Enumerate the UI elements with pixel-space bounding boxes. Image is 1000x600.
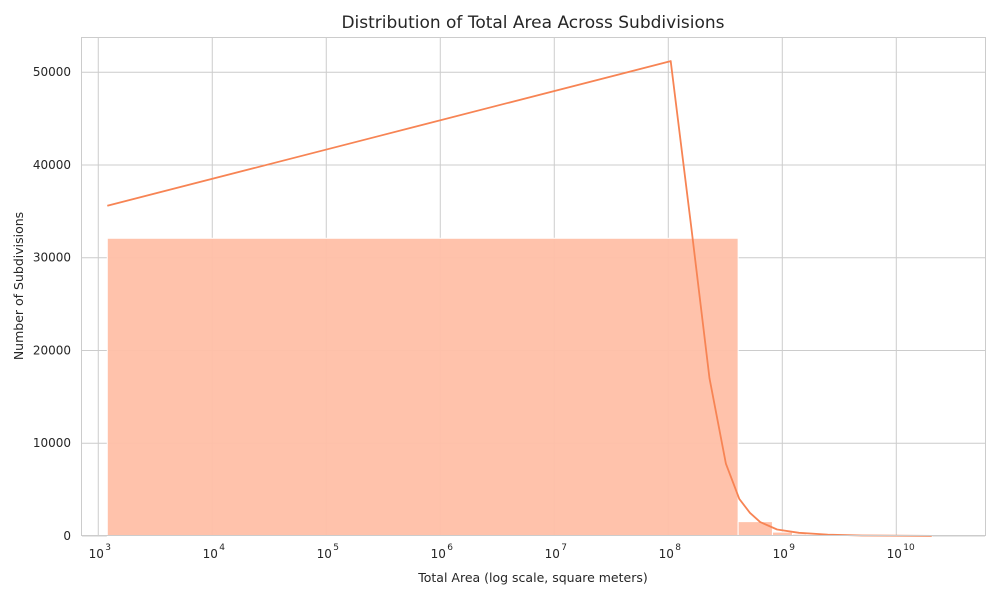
y-tick-labels: 0 10000 20000 30000 40000 50000 [33, 65, 71, 543]
x-tick-exponent: 7 [561, 543, 567, 553]
x-tick-label-2: 10 5 [317, 543, 339, 561]
x-tick-label-7: 10 10 [887, 543, 915, 561]
x-tick-exponent: 6 [447, 543, 453, 553]
x-tick-label-4: 10 7 [545, 543, 567, 561]
x-tick-exponent: 9 [789, 543, 795, 553]
density-curve-group [107, 60, 932, 537]
y-tick-label-0: 0 [63, 529, 71, 543]
x-tick-exponent: 4 [219, 543, 225, 553]
x-tick-label-1: 10 4 [203, 543, 226, 561]
y-tick-label-1: 10000 [33, 436, 71, 450]
x-tick-base: 10 [317, 547, 332, 561]
x-tick-exponent: 10 [903, 543, 915, 553]
x-tick-base: 10 [887, 547, 902, 561]
histogram-bar-1 [737, 521, 773, 537]
plot-frame [81, 37, 986, 536]
y-tick-label-3: 30000 [33, 251, 71, 265]
histogram-bars [106, 237, 933, 537]
density-curve-line [107, 60, 932, 537]
y-tick-label-4: 40000 [33, 158, 71, 172]
histogram-bar-0 [106, 237, 739, 537]
x-tick-labels: 10 3 10 4 10 5 10 6 10 7 10 8 10 9 10 10 [89, 543, 915, 561]
x-tick-label-5: 10 8 [659, 543, 682, 561]
chart-title: Distribution of Total Area Across Subdiv… [341, 13, 724, 33]
x-tick-label-6: 10 9 [773, 543, 796, 561]
y-tick-label-2: 20000 [33, 343, 71, 357]
x-tick-label-0: 10 3 [89, 543, 111, 561]
x-tick-base: 10 [545, 547, 560, 561]
x-tick-base: 10 [89, 547, 104, 561]
y-tick-label-5: 50000 [33, 65, 71, 79]
x-tick-label-3: 10 6 [431, 543, 454, 561]
y-axis-label: Number of Subdivisions [11, 212, 26, 360]
x-tick-exponent: 8 [675, 543, 681, 553]
x-tick-base: 10 [203, 547, 218, 561]
x-tick-base: 10 [659, 547, 674, 561]
x-tick-exponent: 5 [333, 543, 339, 553]
x-tick-base: 10 [773, 547, 788, 561]
x-tick-base: 10 [431, 547, 446, 561]
x-axis-label: Total Area (log scale, square meters) [417, 570, 648, 585]
x-tick-exponent: 3 [105, 543, 111, 553]
